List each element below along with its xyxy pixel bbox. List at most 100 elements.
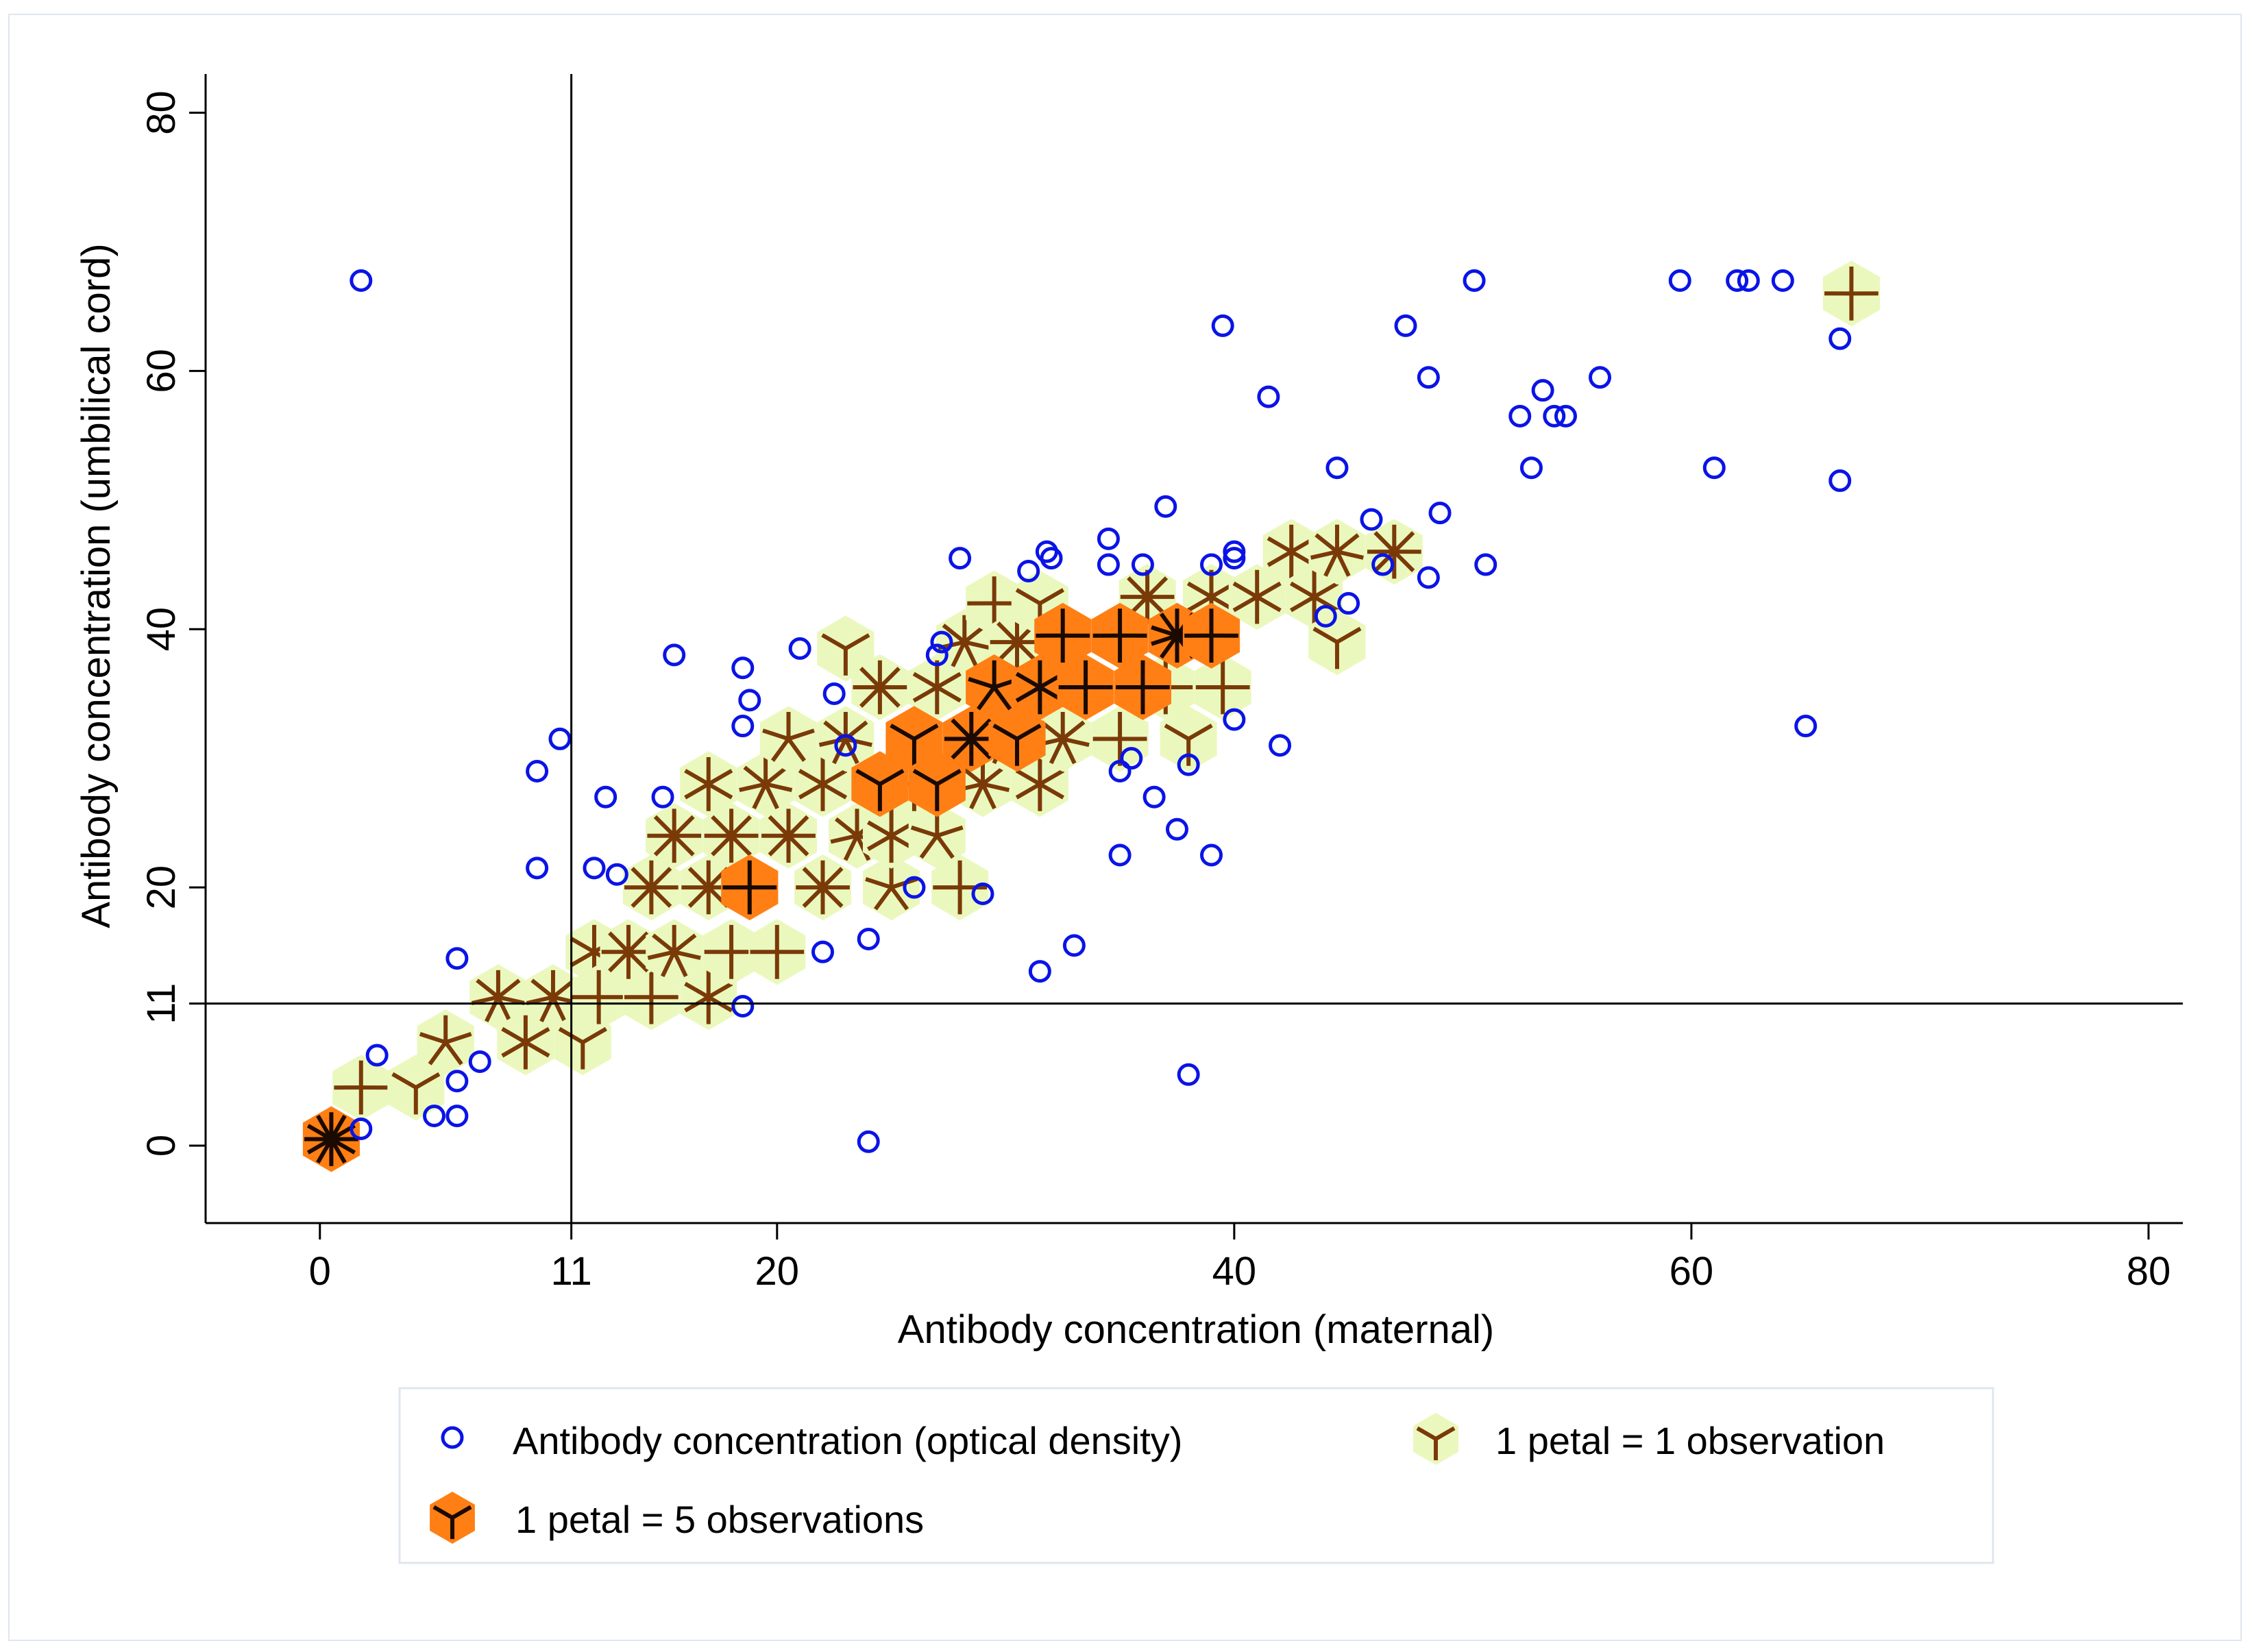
data-point [1417,366,1440,389]
light-sunflower-petal [1373,550,1396,573]
light-sunflower-petal [608,950,631,973]
light-sunflower-petal [684,982,710,999]
data-point [1519,456,1543,480]
light-sunflower-petal [1336,626,1362,644]
data-point [1428,502,1452,525]
light-sunflower-petal [890,886,909,911]
data-point [857,927,880,950]
data-point [811,940,835,963]
light-sunflower-petal [498,995,525,1005]
light-sunflower [1228,564,1286,630]
data-point [1474,553,1497,576]
light-sunflower-petal [1313,595,1339,613]
x-tick-label: 60 [1670,1249,1714,1294]
data-point [1726,269,1749,292]
data-point [949,547,972,570]
dark-sunflower-petal [329,1114,347,1141]
light-sunflower [737,751,794,817]
light-sunflower-petal [866,834,893,851]
legend-dark-sunflower-petal [432,1505,454,1520]
dark-sunflower-petal [970,718,992,741]
light-sunflower-petal [770,737,790,762]
light-sunflower-petal [1336,550,1364,560]
data-point [651,785,674,809]
light-sunflower-petal [1336,533,1360,554]
data-point [594,785,617,809]
light-sunflower-petal [1312,626,1338,644]
data-point [822,682,846,705]
light-sunflower [497,1009,554,1076]
x-tick-label: 0 [309,1249,331,1294]
data-point [1531,379,1554,402]
light-sunflower [759,706,818,772]
data-point [903,876,926,899]
data-point [1154,495,1177,518]
dark-sunflower-petal [1151,625,1178,638]
legend-dark-sunflower-marker [430,1492,475,1544]
legend-label-2: 1 petal = 5 observations [515,1498,924,1541]
light-sunflower-petal [1038,769,1064,786]
reference-lines [206,74,2183,1223]
dark-sunflower-petal [890,724,916,741]
sunflower-layer [302,260,1880,1172]
light-sunflower-petal [729,815,753,837]
light-sunflower [1091,706,1149,772]
light-sunflower [417,1009,474,1076]
light-sunflower-petal [878,685,901,708]
data-point [1554,404,1577,428]
dark-sunflower [908,751,966,817]
data-point [1177,1063,1200,1086]
light-sunflower-petal [1015,588,1041,606]
dark-sunflower-petal [968,677,995,689]
light-sunflower-petal [1290,595,1316,613]
light-sunflower-petal [501,1026,527,1044]
dark-sunflower [988,706,1046,772]
data-point [1771,269,1794,292]
light-sunflower-petal [672,834,695,856]
x-tick-label: 40 [1212,1249,1257,1294]
data-point [1223,708,1246,731]
light-sunflower-petal [707,769,733,786]
data-point [1463,269,1486,292]
light-sunflower-petal [581,1026,607,1044]
light-sunflower-petal [443,1041,463,1065]
light-sunflower-petal [687,885,710,909]
data-point [1257,385,1280,408]
point-layer [350,269,1852,1153]
light-sunflower [332,1055,390,1121]
light-sunflower-petal [626,950,650,973]
data-point [350,1117,373,1140]
data-point [731,715,755,738]
light-sunflower-petal [1015,640,1038,663]
legend-dark-sunflower-petal [451,1505,472,1520]
light-sunflower-petal [570,937,596,954]
dark-sunflower [1034,602,1092,669]
data-point [1017,559,1040,582]
data-point [1794,715,1818,738]
light-sunflower-petal [1313,581,1339,599]
light-sunflower-petal [910,825,938,838]
light-sunflower [570,964,628,1031]
data-point [1040,547,1063,570]
light-sunflower-petal [496,996,512,1023]
light-sunflower-petal [497,978,521,999]
light-sunflower-petal [768,834,790,856]
data-point [1394,314,1417,337]
data-point [365,1044,389,1067]
data-point [1508,404,1532,428]
data-point [350,269,373,292]
light-sunflower-petal [912,685,938,703]
legend-light-sunflower [1413,1413,1458,1465]
y-tick-label: 20 [139,865,184,910]
legend-circle [441,1426,464,1449]
light-sunflower-petal [1061,738,1077,765]
data-point [930,630,953,654]
light-sunflower-petal [539,996,555,1023]
data-point [1702,456,1726,480]
light-sunflower [1308,519,1366,585]
y-tick-label: 0 [139,1135,184,1157]
light-sunflower [702,802,760,869]
x-axis-label: Antibody concentration (maternal) [898,1307,1494,1352]
light-sunflower [702,919,760,985]
data-point [423,1105,446,1128]
